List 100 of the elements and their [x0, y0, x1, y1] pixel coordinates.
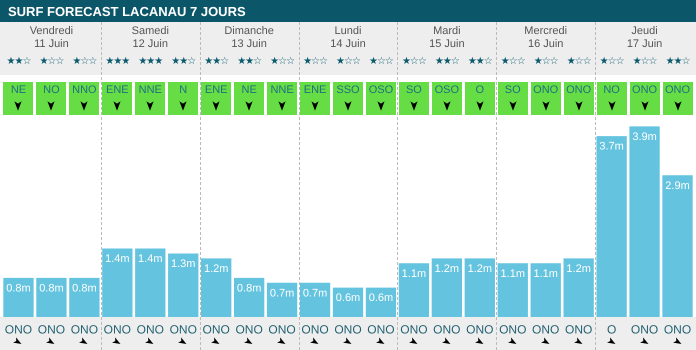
bar [201, 258, 232, 317]
text: ENE [105, 84, 130, 96]
text: OSO [368, 84, 394, 96]
x-tick-label: ONO [301, 322, 329, 337]
data-label: 2.9m [665, 180, 690, 192]
text: ★☆☆ [302, 56, 328, 67]
text: NO [602, 84, 621, 96]
data-label: 0.6m [368, 292, 394, 304]
data-label: 3.7m [599, 140, 624, 153]
bar [629, 126, 660, 317]
data-label: 0.7m [302, 287, 328, 300]
x-tick-label: ONO [170, 322, 197, 337]
text: ★☆☆ [566, 56, 592, 67]
text: ONO [664, 84, 692, 96]
text: Mercredi 16 Juin [523, 25, 568, 51]
bar [36, 278, 67, 317]
x-tick-label: ONO [367, 322, 395, 337]
text: ONO [532, 84, 560, 96]
text: ★★★ [104, 56, 130, 67]
text: NO [42, 84, 61, 96]
text: SSO [335, 84, 361, 96]
x-tick-label: ONO [433, 322, 461, 337]
data-label: 0.8m [72, 282, 97, 294]
text: ★☆☆ [500, 56, 526, 67]
bar [266, 282, 298, 317]
text: NNE [138, 84, 163, 96]
text: ENE [302, 84, 328, 96]
text: ★☆☆ [368, 56, 394, 67]
x-tick-label: ONO [400, 322, 428, 337]
x-tick-label: O [606, 322, 616, 337]
chart-title: SURF FORECAST LACANAU 7 JOURS [8, 4, 246, 19]
text: ★☆☆ [335, 56, 361, 67]
data-label: 3.9m [632, 130, 657, 143]
text: ★☆☆ [269, 56, 296, 67]
text: ★☆☆ [38, 56, 64, 67]
x-tick-label: ONO [136, 322, 164, 337]
bar [234, 278, 264, 317]
text: ONO [631, 84, 658, 96]
text: SO [404, 84, 423, 96]
text: ★★☆ [434, 56, 460, 67]
bar [530, 263, 561, 317]
text: ★★☆ [236, 56, 262, 67]
bar [564, 258, 594, 317]
x-tick-label: ONO [466, 322, 494, 337]
text: N [178, 84, 188, 96]
text: O [474, 84, 486, 96]
text: NNE [269, 84, 295, 96]
bar [3, 278, 34, 317]
text: ★☆☆ [532, 56, 559, 67]
data-label: 1.1m [402, 268, 426, 280]
bar [662, 175, 693, 317]
text: ★☆☆ [400, 56, 427, 67]
text: Jeudi 17 Juin [626, 25, 664, 51]
text: Vendredi 11 Juin [28, 25, 74, 51]
text: SO [504, 84, 522, 96]
bar [464, 258, 495, 317]
text: Samedi 12 Juin [130, 25, 170, 51]
data-label: 1.1m [500, 268, 525, 280]
text: OSO [434, 84, 460, 96]
bar [498, 263, 528, 317]
data-label: 1.4m [105, 253, 130, 266]
x-tick-label: ONO [564, 322, 592, 337]
x-tick-label: ONO [104, 322, 132, 337]
text: NE [240, 84, 258, 96]
bar [135, 248, 166, 317]
x-tick-label: ONO [630, 322, 658, 337]
data-label: 1.4m [138, 253, 163, 266]
text: ★☆☆ [598, 56, 625, 67]
x-tick-label: ONO [38, 322, 66, 337]
x-tick-label: ONO [532, 322, 560, 337]
data-label: 0.6m [336, 292, 360, 304]
text: ★★☆ [203, 56, 230, 67]
data-label: 1.2m [468, 262, 492, 275]
data-label: 1.2m [204, 262, 228, 275]
data-label: 0.8m [236, 282, 262, 294]
text: ★★☆ [664, 56, 690, 67]
text: ★☆☆ [632, 56, 658, 67]
bar [366, 288, 396, 317]
x-tick-label: ONO [499, 322, 526, 337]
data-label: 0.8m [39, 282, 64, 294]
bar [432, 258, 462, 317]
text: ENE [204, 84, 228, 96]
text: ONO [565, 84, 592, 96]
bar [596, 136, 627, 317]
data-label: 1.2m [566, 262, 591, 275]
x-tick-label: ONO [235, 322, 263, 337]
text: ★★☆ [170, 56, 196, 67]
bar [332, 288, 364, 317]
bar [102, 248, 132, 317]
data-label: 1.1m [533, 268, 558, 280]
text: ★★☆ [6, 56, 32, 67]
bar [300, 282, 330, 317]
x-tick-label: ONO [70, 322, 98, 337]
data-label: 0.7m [270, 287, 294, 300]
data-label: 1.3m [171, 258, 196, 270]
x-tick-label: ONO [4, 322, 32, 337]
bar [168, 253, 198, 317]
data-label: 0.8m [6, 282, 31, 294]
x-tick-label: ONO [202, 322, 230, 337]
text: NNO [71, 84, 98, 96]
